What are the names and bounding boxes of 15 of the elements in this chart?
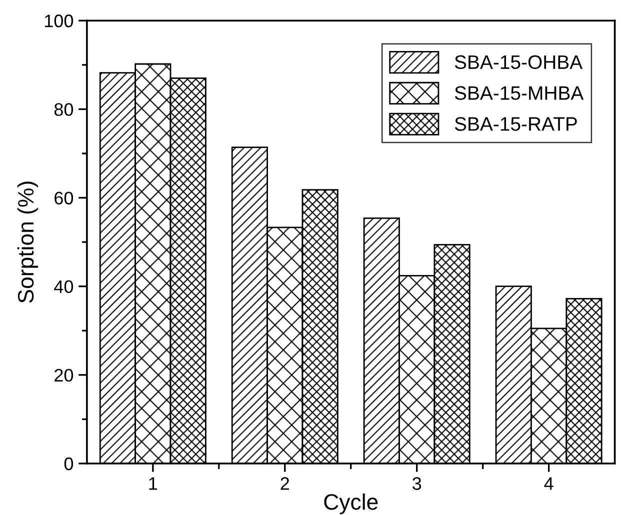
legend-label: SBA-15-RATP (454, 117, 577, 131)
y-tick-label: 60 (54, 192, 74, 204)
y-tick-label: 20 (54, 368, 74, 382)
legend-label: SBA-15-OHBA (454, 55, 583, 70)
y-tick-label: 100 (45, 14, 74, 28)
x-axis-title: Cycle (324, 494, 378, 514)
x-tick-label: 1 (149, 477, 158, 490)
y-tick-label: 40 (54, 280, 74, 294)
x-tick-label: 3 (412, 477, 422, 490)
y-tick-label: 80 (54, 103, 74, 116)
y-axis-title: Sorption (%) (17, 182, 38, 303)
x-tick-label: 4 (544, 477, 554, 490)
y-tick-label: 0 (64, 457, 74, 470)
x-tick-label: 2 (280, 477, 289, 490)
legend-label: SBA-15-MHBA (454, 86, 584, 100)
